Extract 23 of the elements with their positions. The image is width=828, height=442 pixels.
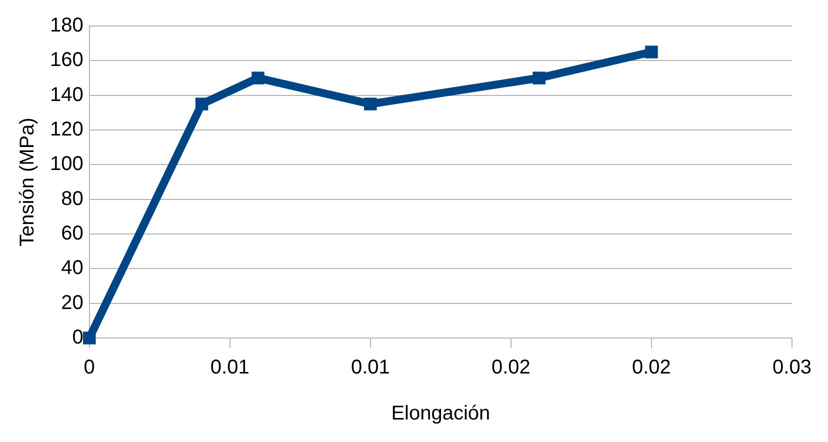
point [83, 332, 96, 344]
y-tick-label: 100 [50, 153, 84, 176]
y-tick-label: 60 [61, 222, 84, 245]
point [195, 98, 208, 110]
x-tick-label: 0.03 [772, 356, 812, 379]
y-tick-label: 80 [61, 188, 84, 210]
y-axis-title: Tensión (MPa) [16, 118, 39, 246]
point [645, 46, 658, 58]
x-tick-label: 0.02 [632, 356, 671, 379]
y-tick-label: 140 [50, 84, 84, 106]
x-tick-label: 0.01 [210, 356, 250, 379]
y-tick-label: 40 [61, 257, 84, 280]
point [364, 98, 377, 110]
y-tick-label: 160 [50, 49, 84, 72]
y-tick-label: 180 [50, 14, 84, 37]
x-axis-title: Elongación [391, 402, 490, 425]
point [532, 72, 546, 84]
point [252, 72, 264, 84]
y-tick-label: 0 [72, 326, 84, 349]
y-tick-label: 120 [50, 118, 84, 141]
x-tick-label: 0.01 [350, 356, 390, 379]
x-tick-label: 0.02 [491, 356, 530, 379]
y-tick-label: 20 [61, 292, 84, 314]
